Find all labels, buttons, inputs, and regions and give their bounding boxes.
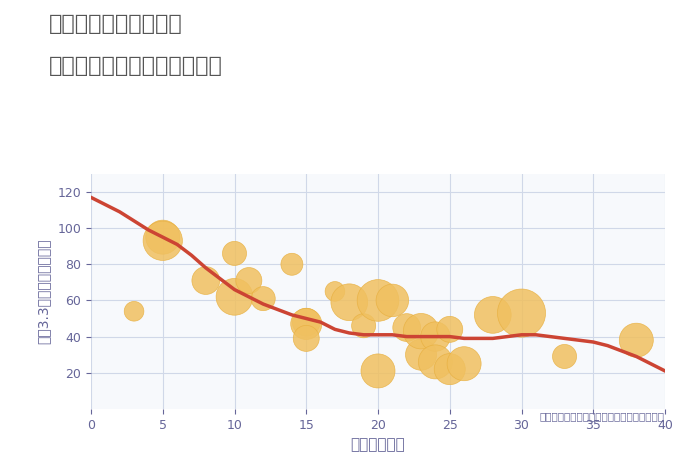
Text: 兵庫県姫路市五軒邸の: 兵庫県姫路市五軒邸の xyxy=(49,14,183,34)
Point xyxy=(430,358,441,366)
Point xyxy=(301,320,312,328)
Point xyxy=(559,352,570,360)
Point xyxy=(229,250,240,257)
Point xyxy=(516,309,527,317)
Point xyxy=(229,293,240,301)
Point xyxy=(631,337,642,344)
Point xyxy=(386,297,398,304)
Point xyxy=(301,318,312,326)
Point xyxy=(358,322,370,329)
Y-axis label: 坪（3.3㎡）単価（万円）: 坪（3.3㎡）単価（万円） xyxy=(36,239,50,344)
Point xyxy=(157,237,169,244)
Point xyxy=(416,328,427,335)
Text: 円の大きさは、取引のあった物件面積を示す: 円の大きさは、取引のあった物件面積を示す xyxy=(540,411,665,421)
Point xyxy=(430,333,441,340)
Point xyxy=(344,298,355,306)
Point xyxy=(416,351,427,359)
Point xyxy=(487,311,498,319)
Point xyxy=(330,288,341,295)
Point xyxy=(444,365,456,373)
Point xyxy=(444,326,456,333)
Point xyxy=(157,234,169,241)
Text: 築年数別中古マンション価格: 築年数別中古マンション価格 xyxy=(49,56,223,77)
Point xyxy=(458,360,470,368)
X-axis label: 築年数（年）: 築年数（年） xyxy=(351,437,405,452)
Point xyxy=(301,335,312,342)
Point xyxy=(372,367,384,375)
Point xyxy=(258,295,269,302)
Point xyxy=(286,260,297,268)
Point xyxy=(129,307,140,315)
Point xyxy=(401,324,412,331)
Point xyxy=(244,277,255,284)
Point xyxy=(372,297,384,304)
Point xyxy=(200,277,211,284)
